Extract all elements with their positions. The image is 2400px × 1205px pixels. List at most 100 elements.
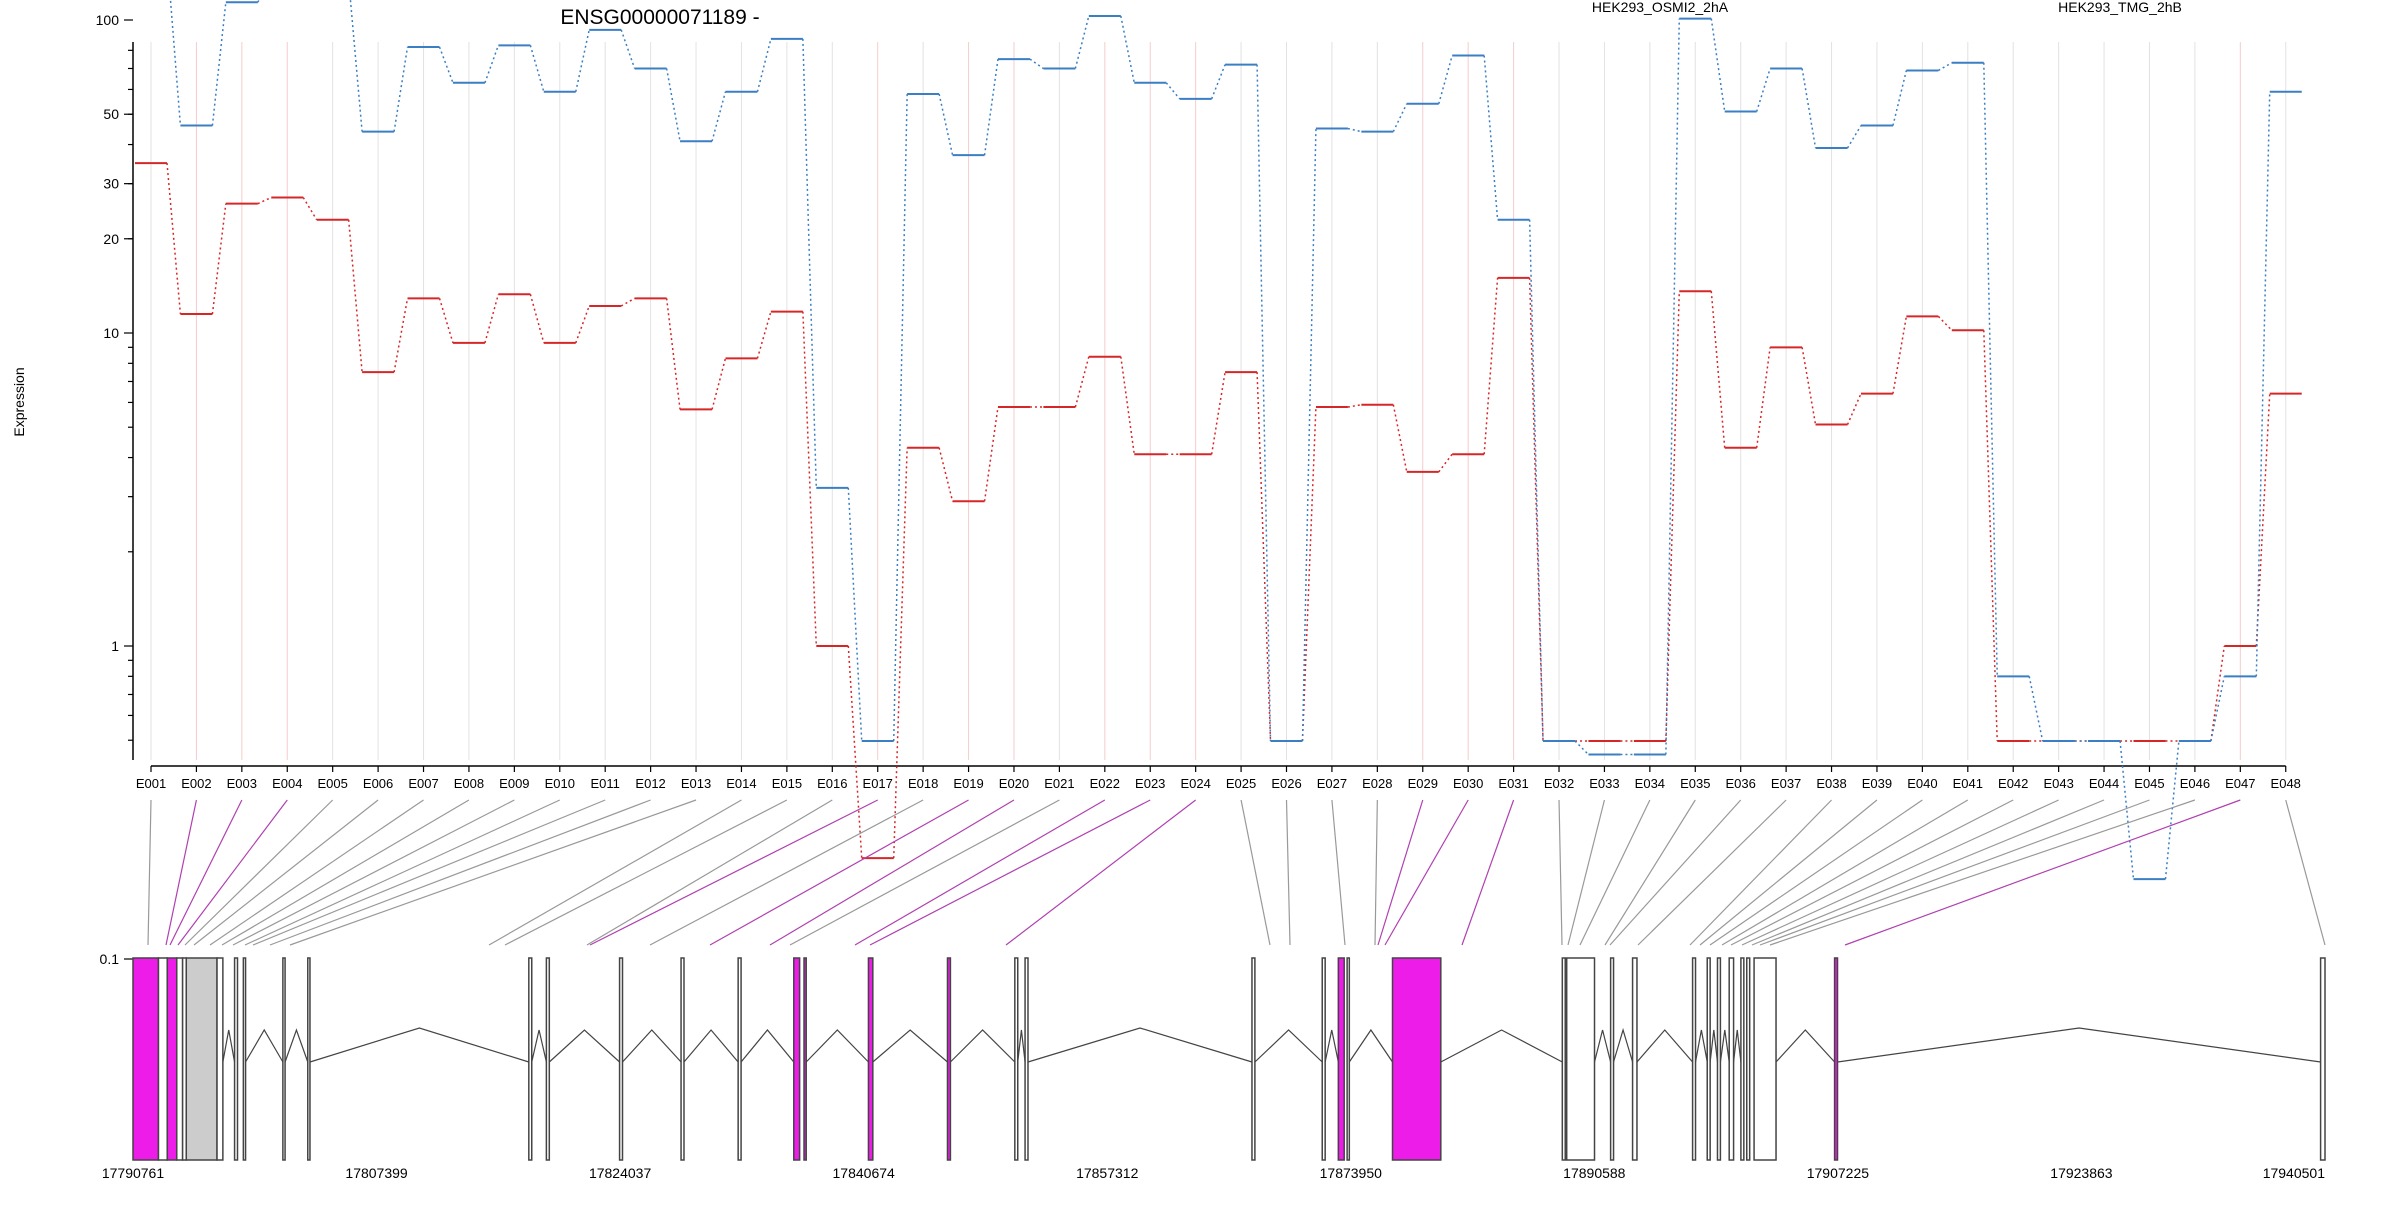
x-tick-label-e011: E011 [590,776,619,791]
exon-link-e019 [709,799,969,946]
exon-box-6 [185,957,218,1161]
exon-box-36 [1740,957,1745,1161]
intron-33 [1709,1029,1719,1063]
x-tick-label-e041: E041 [1953,776,1983,791]
series-2-connector [983,59,999,156]
series-2-connector [1801,68,1817,149]
series-2-connector [2210,676,2226,742]
exon-box-23 [1251,957,1256,1161]
genome-axis: 17790761 17807399 17824037 17840674 17857312… [102,1165,2325,1181]
exon-box-40 [2319,957,2326,1161]
genome-coordinate-label: 17840674 [833,1165,896,1181]
series-2-connector [1983,62,1998,677]
series-1-connector [1438,453,1453,473]
x-tick-label-e012: E012 [635,776,665,791]
exon-box-15 [680,957,685,1161]
series-2-connector [1347,127,1362,133]
exon-link-e039 [1699,799,1878,946]
intron-35 [1732,1029,1742,1063]
exon-link-e014 [488,799,742,946]
x-tick-label-e030: E030 [1453,776,1483,791]
genome-coordinate-label: 17857312 [1076,1165,1139,1181]
series-1-connector [711,358,727,410]
series-2-connector [393,46,409,132]
series-1-connector [1210,371,1226,455]
series-1-connector [756,311,772,359]
exon-link-e016 [586,799,833,946]
series-2 [169,0,2302,881]
series-2-connector [211,2,227,126]
series-1-connector [665,298,681,410]
exon-box-24 [1321,957,1326,1161]
exon-box-37 [1746,957,1751,1161]
exon-box-2 [157,957,168,1161]
exon-box-1 [132,957,160,1161]
exon-link-e022 [854,799,1106,946]
x-tick-label-e031: E031 [1498,776,1528,791]
series-2-connector [1392,103,1408,132]
exon-link-e030 [1384,799,1469,946]
genome-coordinate-label: 17873950 [1320,1165,1383,1181]
exon-link-e002 [165,799,198,946]
genome-coordinate-label: 17923863 [2050,1165,2113,1181]
x-tick-label-e006: E006 [363,776,393,791]
series-1-connector [1528,277,1544,742]
exon-link-e001 [147,799,152,946]
series-2-connector [2164,740,2180,880]
intron-23 [1254,1029,1323,1063]
exon-box-32 [1691,957,1697,1161]
x-tick-label-e009: E009 [499,776,529,791]
x-tick-label-e029: E029 [1408,776,1438,791]
series-2-connector [438,46,454,84]
series-2-connector [1210,64,1226,100]
exon-link-e008 [221,799,470,946]
y-tick-label: 20 [103,231,119,247]
intron-14 [622,1029,682,1063]
exon-box-9 [242,957,247,1161]
gene-model [132,957,2326,1161]
exon-box-34 [1716,957,1722,1161]
exon-box-20 [946,957,952,1161]
exon-link-e021 [789,799,1060,946]
x-tick-label-e038: E038 [1816,776,1846,791]
exon-link-e046 [1769,799,2196,946]
x-tick-label-e019: E019 [953,776,983,791]
series-1-connector [1710,291,1726,448]
series-1-connector [847,645,863,859]
intron-11 [309,1027,529,1063]
exon-box-3 [166,957,178,1161]
x-tick-label-e036: E036 [1726,776,1756,791]
series-1-connector [2255,393,2271,647]
x-tick-label-e007: E007 [408,776,438,791]
series-1-connector [1301,407,1317,742]
x-tick-label-e017: E017 [863,776,893,791]
genome-coordinate-label: 17890588 [1563,1165,1626,1181]
intron-15 [683,1029,739,1063]
series-1-connector [211,203,227,315]
intron-38 [1775,1029,1836,1063]
x-tick-label-e047: E047 [2225,776,2255,791]
x-tick-label-e023: E023 [1135,776,1165,791]
series-2-connector [938,93,954,156]
y-tick-label: 0.1 [100,951,120,967]
exon-box-17 [793,957,801,1161]
exon-link-e024 [1005,799,1197,946]
series-1-connector [1983,330,1998,742]
series-2-connector [1846,125,1862,149]
exon-box-38 [1753,957,1777,1161]
exon-link-e005 [184,799,334,946]
exon-link-e018 [649,799,924,946]
series-2-connector [169,0,182,126]
genome-coordinate-label: 17790761 [102,1165,165,1181]
series-2-connector [2119,740,2135,880]
series-1-connector [1801,347,1817,425]
series-2-connector [1483,55,1499,220]
genome-coordinate-label: 17807399 [345,1165,408,1181]
exon-link-e041 [1721,799,1969,946]
x-tick-label-e040: E040 [1907,776,1937,791]
x-tick-label-e022: E022 [1090,776,1120,791]
series-2-connector [756,38,772,92]
exon-link-e003 [169,799,243,946]
y-tick-label: 100 [96,12,120,28]
x-tick-label-e016: E016 [817,776,847,791]
